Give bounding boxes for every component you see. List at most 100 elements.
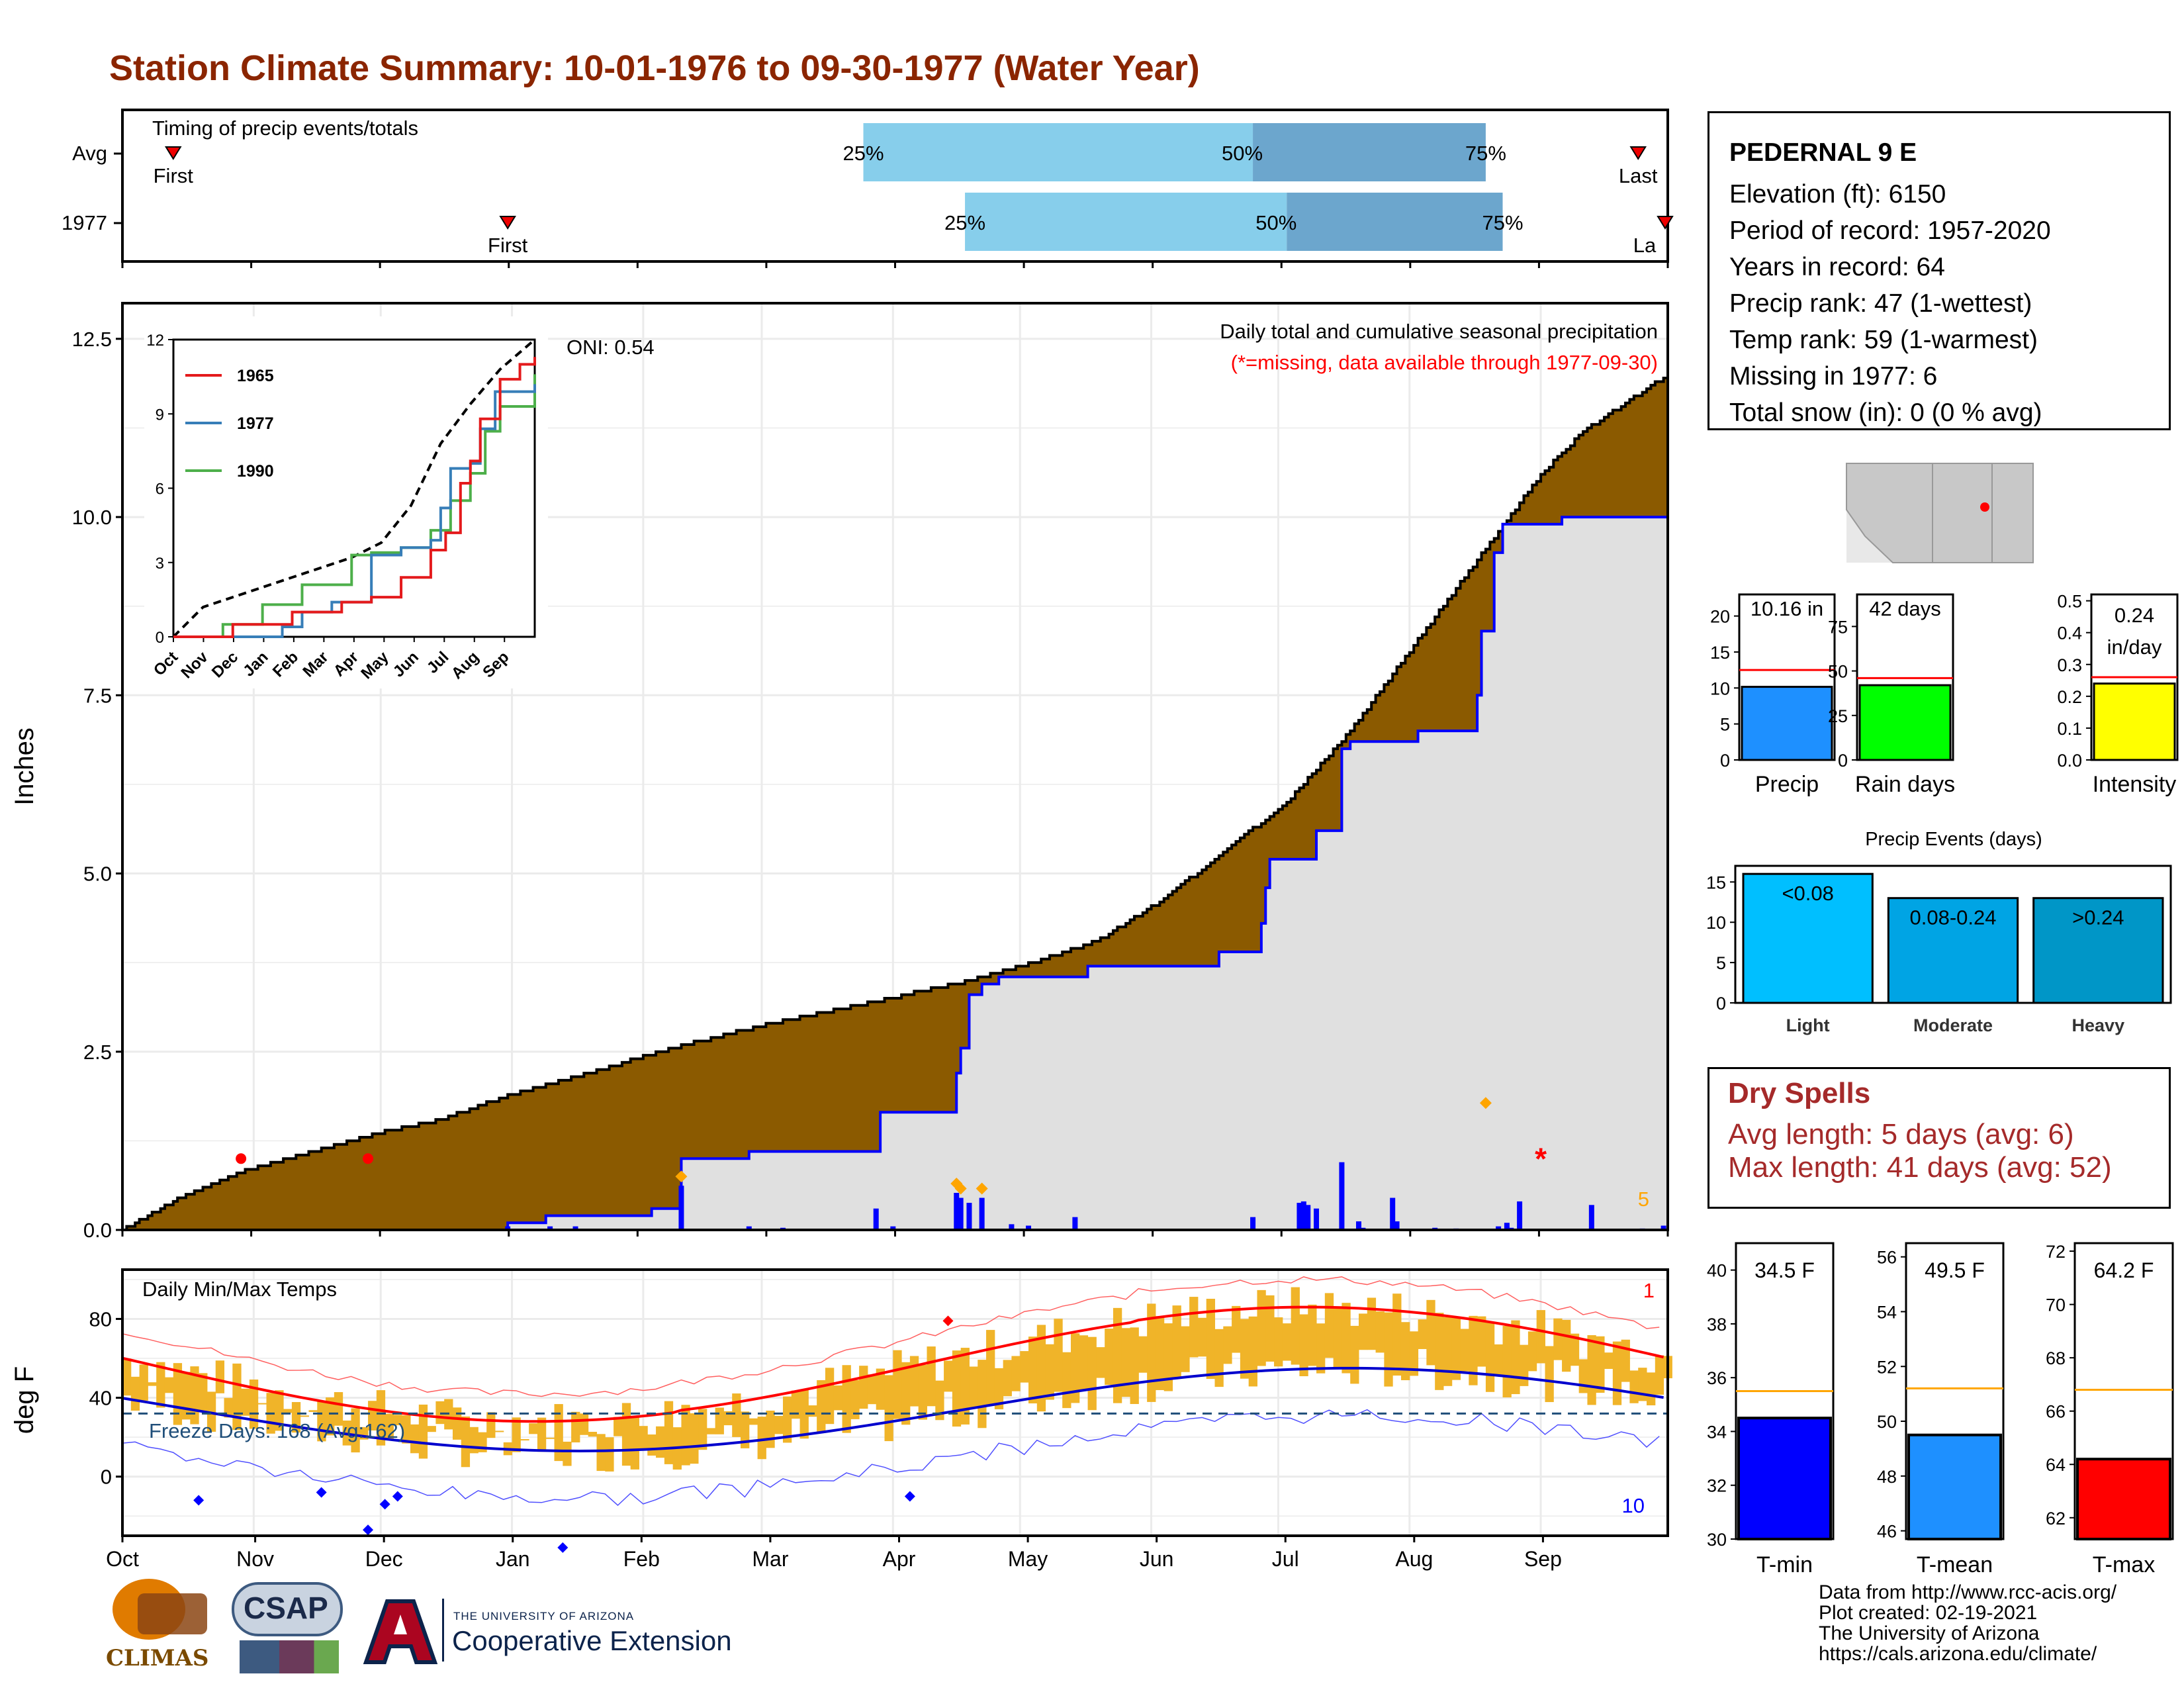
daily-temp-bar [1469,1315,1478,1385]
temp-chart-value: 64.2 F [2094,1258,2154,1282]
daily-temp-bar [1578,1359,1588,1393]
mini-chart-tick-label: 50 [1828,662,1848,682]
precip-count-label: 5 [1638,1188,1649,1211]
daily-temp-bar [249,1380,259,1429]
temp-chart-label: T-max [2093,1552,2155,1577]
y-tick-label: 12.5 [72,328,112,351]
daily-temp-bar [1036,1325,1046,1412]
record-low-line [122,1409,1660,1507]
inset-legend-label: 1965 [237,367,274,385]
daily-temp-bar [1435,1313,1444,1390]
record-low-marker-icon [316,1487,327,1498]
daily-temp-bar [935,1380,944,1421]
daily-temp-bar [1028,1336,1038,1404]
daily-temp-bar [1553,1318,1563,1360]
daily-temp-bar [986,1330,995,1405]
daily-temp-bar [698,1409,707,1450]
daily-temp-bar [241,1388,250,1416]
daily-temp-bar [833,1385,843,1411]
mini-chart-tick-label: 0.1 [2057,719,2082,739]
temp-chart-tick-label: 56 [1877,1248,1897,1268]
station-period: Period of record: 1957-2020 [1729,216,2051,245]
daily-temp-bar [1113,1307,1122,1403]
freeze-days-label: Freeze Days: 168 (Avg:162) [149,1419,405,1442]
daily-temp-bar [1587,1335,1596,1405]
daily-temp-bar [1375,1311,1385,1353]
daily-temp-bar [571,1411,580,1442]
mini-chart-label: Precip [1755,772,1819,797]
temp-count-bottom: 10 [1622,1494,1645,1517]
month-label: Feb [623,1547,660,1571]
events-category-label: Light [1786,1015,1830,1035]
timing-axis-ticks [121,261,1669,268]
daily-precip-bar [1394,1221,1400,1230]
daily-temp-bar [952,1350,962,1427]
daily-temp-bar [164,1377,174,1393]
climas-logo: CLIMAS [106,1579,218,1678]
daily-temp-bar [909,1356,919,1407]
daily-temp-bar [1079,1335,1089,1391]
temp-chart-tick-label: 48 [1877,1467,1897,1487]
daily-temp-bar [130,1376,140,1411]
daily-temp-bar [706,1428,716,1434]
mini-chart-value: 42 days [1869,597,1941,620]
daily-precip-bar [678,1186,684,1230]
temp-chart-tick-label: 46 [1877,1522,1897,1542]
daily-temp-bar [139,1364,148,1401]
inset-legend-label: 1990 [237,462,274,481]
daily-temp-bar [148,1382,157,1386]
daily-temp-bar [1020,1351,1029,1383]
daily-temp-bar [605,1437,614,1472]
daily-precip-bar [1517,1201,1523,1230]
timing-pct-label: 50% [1222,142,1263,165]
daily-temp-bar [1062,1352,1071,1409]
daily-precip-bar [1297,1203,1302,1230]
daily-temp-bar [1130,1327,1139,1404]
timing-row-label: 1977 [62,211,107,234]
daily-precip-bar [1496,1226,1502,1230]
daily-temp-bar [1359,1313,1368,1350]
month-label: Apr [883,1547,916,1571]
mini-chart-tick-label: 25 [1828,706,1848,726]
precip-note: Daily total and cumulative seasonal prec… [1220,320,1658,343]
mini-chart-tick-label: 0.0 [2057,751,2082,771]
daily-temp-bar [978,1360,987,1429]
station-temp-rank: Temp rank: 59 (1-warmest) [1729,326,2038,354]
daily-temp-bar [1451,1317,1461,1380]
month-label: Jan [496,1547,530,1571]
inset-y-tick-label: 0 [156,629,164,647]
station-info-box: PEDERNAL 9 E Elevation (ft): 6150 Period… [1707,111,2171,430]
timing-pct-label: 75% [1482,211,1523,234]
daily-temp-bar [334,1392,343,1426]
daily-temp-bar [1477,1316,1486,1367]
daily-temp-bar [418,1404,428,1459]
daily-temp-bar [1502,1325,1512,1398]
last-label: La [1633,234,1657,257]
daily-temp-bar [1274,1317,1283,1367]
events-bar-label: >0.24 [2072,906,2124,929]
daily-temp-bar [122,1358,132,1396]
mini-chart-tick-label: 75 [1828,617,1848,637]
daily-temp-bar [1011,1356,1021,1391]
temp-count-top: 1 [1643,1279,1655,1302]
daily-temp-bar [690,1413,699,1464]
daily-precip-bar [1072,1217,1078,1230]
events-bar [1742,872,1874,1004]
daily-temp-bar [393,1415,402,1426]
events-category-label: Heavy [2072,1015,2125,1035]
daily-temp-bar [944,1360,953,1392]
daily-precip-bar [1314,1208,1320,1230]
inset-y-tick-label: 3 [156,555,164,573]
daily-precip-bar [966,1203,972,1230]
credit-line: Data from http://www.rcc-acis.org/ [1819,1581,2117,1603]
mini-chart-label: Intensity [2093,772,2177,797]
oni-label: ONI: 0.54 [567,336,655,359]
daily-temp-bar [859,1366,868,1409]
daily-precip-bar [505,1226,511,1230]
events-bar-label: 0.08-0.24 [1910,906,1997,929]
last-marker-icon [1629,146,1647,160]
missing-star-icon: * [1535,1141,1547,1176]
daily-temp-bar [1350,1325,1359,1384]
daily-temp-bar [1443,1317,1453,1386]
daily-precip-bar [873,1208,879,1230]
